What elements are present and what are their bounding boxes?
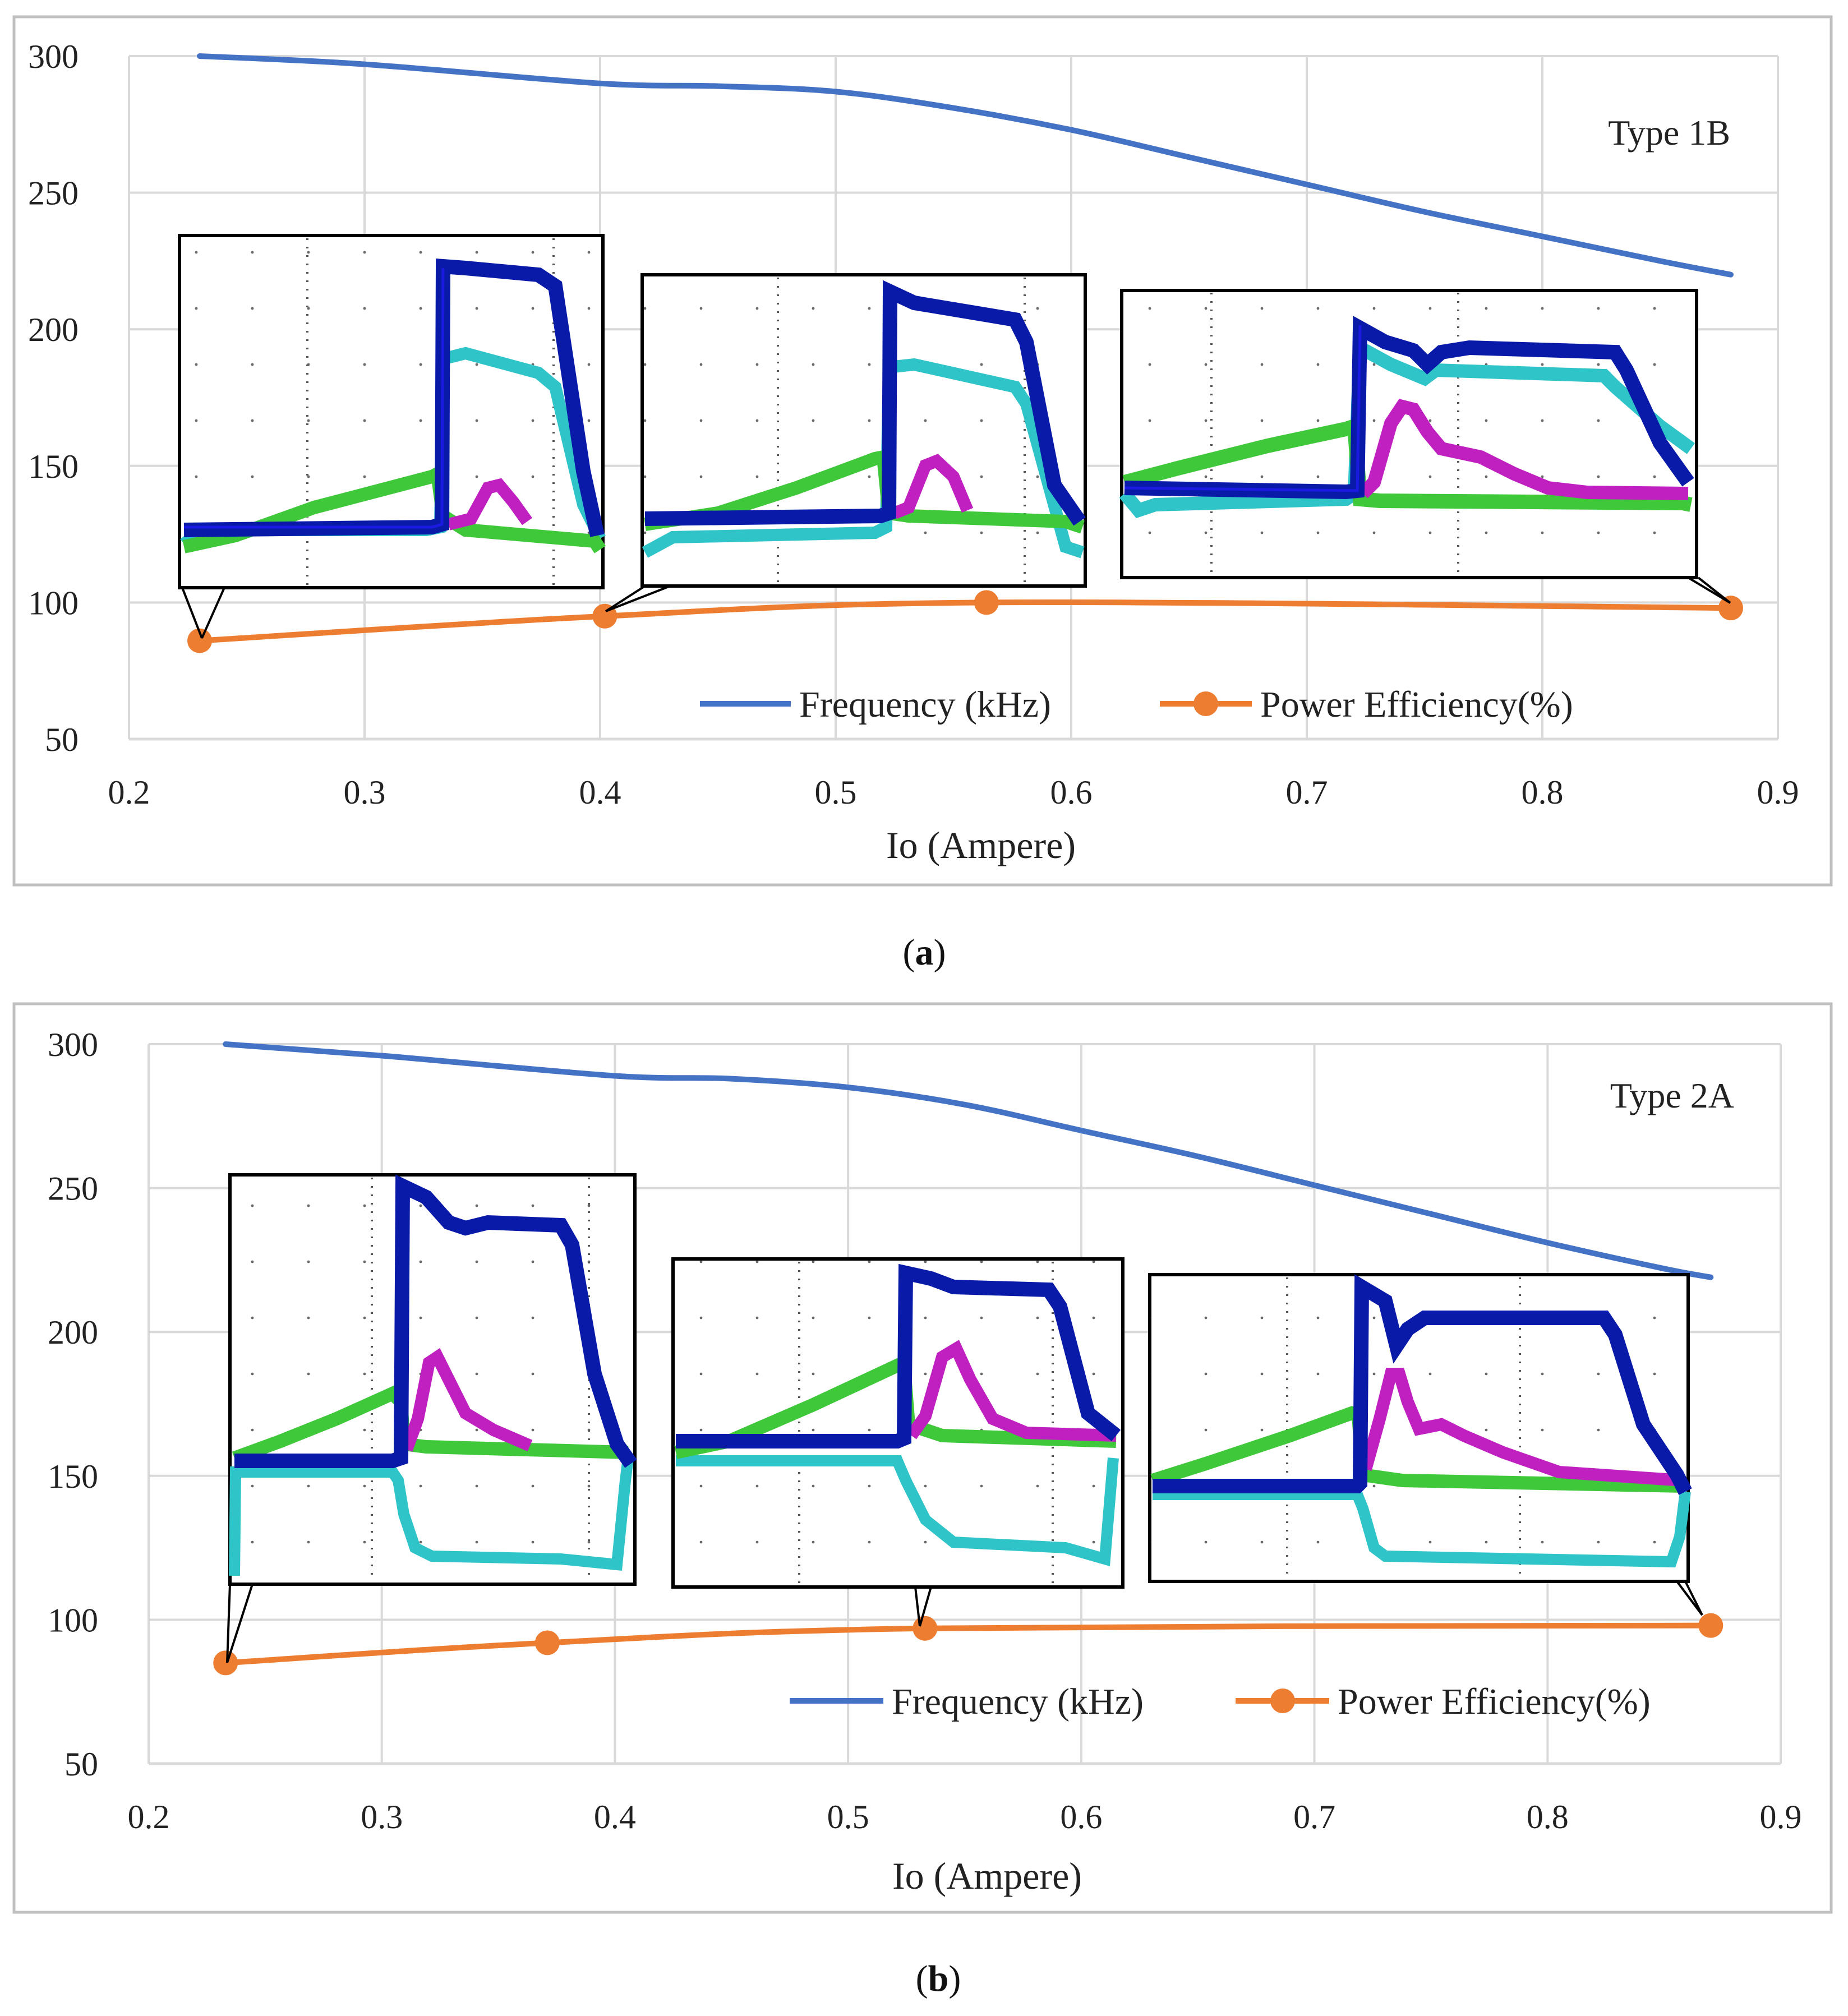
y-tick-label: 50 <box>64 1746 98 1783</box>
efficiency-data-point <box>213 1650 238 1676</box>
x-tick-labels-b: 0.2 0.3 0.4 0.5 0.6 0.7 0.8 0.9 <box>128 1798 1802 1835</box>
x-tick-label: 0.7 <box>1286 774 1328 811</box>
x-tick-label: 0.8 <box>1522 774 1564 811</box>
scope-trace-magenta <box>906 1340 1117 1442</box>
y-tick-label: 300 <box>48 1026 98 1063</box>
scope-trace-magenta <box>1359 1368 1683 1487</box>
waveform-inset-1 <box>178 234 606 639</box>
inset-leader-line <box>201 587 225 639</box>
legend-efficiency-marker-b <box>1270 1689 1295 1713</box>
efficiency-series-line <box>197 599 1734 644</box>
panel-caption-a: (a) <box>903 932 946 973</box>
x-tick-label: 0.2 <box>128 1798 170 1835</box>
chart-annotation-a: Type 1B <box>1608 113 1730 153</box>
x-tick-label: 0.4 <box>594 1798 636 1835</box>
x-tick-label: 0.9 <box>1757 774 1799 811</box>
scope-trace-cyan <box>1153 1489 1691 1568</box>
x-tick-label: 0.6 <box>1050 774 1093 811</box>
efficiency-data-point <box>1718 596 1743 621</box>
chart-annotation-b: Type 2A <box>1610 1076 1734 1115</box>
inset-leader-line <box>226 1584 254 1663</box>
scope-trace-cyan <box>1119 336 1695 518</box>
frequency-series-line <box>197 53 1734 278</box>
scope-trace-blue <box>234 1174 637 1468</box>
x-tick-label: 0.7 <box>1293 1798 1335 1835</box>
inset-leader-line <box>919 1586 932 1627</box>
scope-trace-magenta <box>447 478 532 530</box>
legend-efficiency-marker-a <box>1193 691 1218 716</box>
legend-efficiency-label-b: Power Efficiency(%) <box>1338 1681 1651 1722</box>
inset-leader-line <box>605 585 671 612</box>
panel-caption-b: (b) <box>916 1958 961 1999</box>
y-tick-label: 200 <box>48 1314 98 1351</box>
scope-trace-blue <box>1153 1274 1692 1495</box>
y-tick-label: 300 <box>28 38 79 75</box>
legend-a: Frequency (kHz) Power Efficiency(%) <box>700 684 1573 725</box>
inset-leader-line <box>605 585 646 612</box>
x-axis-label-b: Io (Ampere) <box>892 1854 1082 1897</box>
y-tick-labels-a: 50 100 150 200 250 300 <box>28 38 79 758</box>
frequency-series-line <box>223 1041 1714 1280</box>
x-tick-label: 0.8 <box>1527 1798 1569 1835</box>
scope-trace-cyan <box>229 1457 634 1576</box>
y-tick-label: 250 <box>48 1170 98 1207</box>
waveform-inset-3 <box>1119 289 1731 604</box>
x-tick-label: 0.5 <box>815 774 857 811</box>
scope-trace-magenta <box>400 1348 533 1452</box>
y-tick-label: 250 <box>28 175 79 212</box>
inset-leader-line <box>1676 1580 1703 1616</box>
scope-trace-cyan <box>676 1455 1119 1566</box>
legend-b: Frequency (kHz) Power Efficiency(%) <box>790 1681 1651 1722</box>
x-tick-label: 0.2 <box>108 774 150 811</box>
legend-frequency-label-a: Frequency (kHz) <box>799 684 1051 725</box>
y-tick-label: 100 <box>28 584 79 621</box>
scope-trace-blue <box>676 1263 1121 1448</box>
x-tick-label: 0.4 <box>579 774 621 811</box>
x-tick-labels-a: 0.2 0.3 0.4 0.5 0.6 0.7 0.8 0.9 <box>108 774 1799 811</box>
y-tick-label: 50 <box>45 721 79 758</box>
x-tick-label: 0.9 <box>1760 1798 1802 1835</box>
legend-efficiency-label-a: Power Efficiency(%) <box>1260 684 1573 725</box>
x-tick-label: 0.5 <box>827 1798 869 1835</box>
inset-leader-line <box>1687 576 1731 604</box>
waveform-inset-5 <box>671 1257 1125 1627</box>
scope-trace-magenta <box>1358 399 1689 500</box>
efficiency-series-line <box>223 1622 1714 1666</box>
legend-frequency-label-b: Frequency (kHz) <box>892 1681 1144 1722</box>
scope-trace-blue <box>644 280 1086 526</box>
waveform-inset-4 <box>226 1173 637 1663</box>
y-tick-label: 150 <box>28 448 79 485</box>
y-tick-labels-b: 50 100 150 200 250 300 <box>48 1026 98 1783</box>
efficiency-data-point <box>974 590 999 615</box>
efficiency-data-point <box>534 1630 560 1655</box>
y-tick-label: 150 <box>48 1458 98 1495</box>
efficiency-data-point <box>913 1616 938 1641</box>
inset-leader-line <box>226 1584 231 1663</box>
inset-leader-line <box>181 587 203 639</box>
scope-trace-magenta <box>892 454 974 519</box>
waveform-inset-6 <box>1148 1273 1703 1616</box>
waveform-inset-2 <box>605 273 1087 612</box>
efficiency-data-point <box>187 628 212 653</box>
x-tick-label: 0.3 <box>361 1798 403 1835</box>
efficiency-data-point <box>1698 1613 1723 1638</box>
series-layer-b <box>213 1041 1723 1676</box>
y-tick-label: 200 <box>28 311 79 348</box>
x-tick-label: 0.6 <box>1060 1798 1102 1835</box>
x-tick-label: 0.3 <box>344 774 386 811</box>
inset-leader-line <box>914 1586 921 1627</box>
x-axis-label-a: Io (Ampere) <box>886 824 1076 866</box>
y-tick-label: 100 <box>48 1602 98 1639</box>
